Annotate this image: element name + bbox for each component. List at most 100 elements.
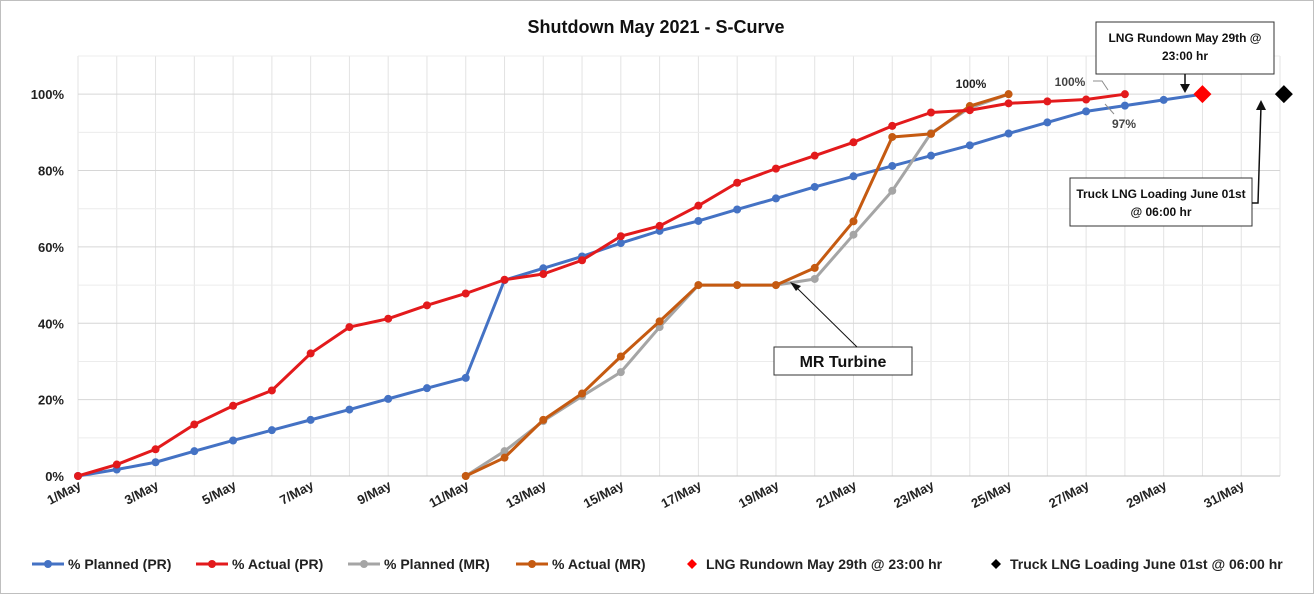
y-tick-label: 80% bbox=[38, 164, 64, 179]
data-point-planned-pr bbox=[190, 447, 199, 456]
data-point-actual-mr bbox=[461, 472, 470, 480]
legend-swatch-dot bbox=[44, 560, 52, 568]
data-point-planned-pr bbox=[267, 426, 276, 435]
chart-title: Shutdown May 2021 - S-Curve bbox=[527, 17, 784, 37]
legend-swatch-diamond bbox=[991, 559, 1001, 569]
y-tick-label: 40% bbox=[38, 316, 64, 331]
data-point-actual-mr bbox=[810, 263, 819, 272]
data-point-actual-pr bbox=[578, 256, 587, 265]
annotations: 100% 100% 97% LNG Rundown May 29th @ 23:… bbox=[773, 21, 1275, 376]
data-point-actual-pr bbox=[267, 386, 276, 395]
data-point-planned-pr bbox=[849, 172, 858, 181]
legend-swatch-dot bbox=[208, 560, 216, 568]
data-point-planned-pr bbox=[1120, 101, 1129, 110]
data-point-actual-mr bbox=[539, 415, 548, 424]
data-point-actual-pr bbox=[151, 445, 160, 454]
legend-swatch-diamond bbox=[687, 559, 697, 569]
y-tick-label: 20% bbox=[38, 393, 64, 408]
legend-label: Truck LNG Loading June 01st @ 06:00 hr bbox=[1010, 556, 1283, 572]
truck-callout-arrowhead bbox=[1256, 100, 1266, 110]
lng-rundown-marker bbox=[1193, 85, 1212, 104]
data-point-planned-pr bbox=[927, 151, 936, 160]
data-point-actual-pr bbox=[345, 323, 354, 332]
mr-turbine-label: MR Turbine bbox=[800, 354, 887, 371]
data-point-actual-mr bbox=[578, 389, 587, 398]
data-point-actual-mr bbox=[927, 129, 936, 138]
data-point-actual-pr bbox=[112, 460, 121, 469]
truck-callout-line1: Truck LNG Loading June 01st bbox=[1076, 187, 1245, 201]
series-line-actual-pr bbox=[77, 92, 1126, 478]
data-point-actual-pr bbox=[810, 151, 819, 160]
data-point-planned-pr bbox=[888, 161, 897, 170]
data-point-planned-pr bbox=[422, 384, 431, 393]
truck-loading-callout bbox=[1069, 177, 1253, 227]
data-point-actual-pr bbox=[771, 164, 780, 173]
lng-callout-line1: LNG Rundown May 29th @ bbox=[1108, 31, 1261, 45]
data-point-planned-pr bbox=[1082, 107, 1091, 116]
data-point-planned-mr bbox=[810, 274, 819, 283]
data-point-actual-pr bbox=[384, 314, 393, 323]
data-point-actual-pr bbox=[190, 420, 199, 429]
data-point-actual-pr bbox=[888, 121, 897, 130]
data-point-planned-pr bbox=[151, 458, 160, 467]
data-point-actual-mr bbox=[771, 281, 780, 290]
data-point-planned-pr bbox=[1004, 129, 1013, 138]
data-point-actual-pr bbox=[500, 275, 509, 284]
mr-turbine-callout bbox=[773, 346, 913, 376]
data-point-actual-pr bbox=[74, 472, 82, 480]
data-point-planned-pr bbox=[229, 436, 238, 445]
legend: % Planned (PR) % Actual (PR) % Planned (MR… bbox=[32, 556, 1283, 572]
data-point-planned-pr bbox=[694, 216, 703, 225]
data-point-actual-mr bbox=[655, 317, 664, 326]
data-point-actual-pr bbox=[927, 108, 936, 117]
data-point-planned-mr bbox=[500, 447, 509, 456]
y-axis: 0% 20% 40% 60% 80% 100% bbox=[31, 87, 65, 484]
data-point-planned-pr bbox=[384, 394, 393, 403]
pr-planned-leader bbox=[1104, 103, 1115, 115]
legend-label: % Planned (PR) bbox=[68, 556, 171, 572]
data-point-actual-pr bbox=[694, 201, 703, 210]
truck-loading-marker bbox=[1274, 85, 1293, 104]
data-point-planned-mr bbox=[888, 186, 897, 195]
mr-turbine-arrowhead bbox=[790, 282, 801, 291]
data-point-actual-mr bbox=[733, 281, 742, 290]
data-point-actual-pr bbox=[849, 138, 858, 147]
data-point-planned-pr bbox=[1043, 118, 1052, 127]
data-point-planned-pr bbox=[810, 182, 819, 191]
pr-actual-final-label: 100% bbox=[1055, 75, 1086, 89]
mr-final-label: 100% bbox=[956, 77, 987, 91]
data-point-actual-pr bbox=[733, 178, 742, 187]
data-point-planned-pr bbox=[306, 415, 315, 424]
truck-callout-line2: @ 06:00 hr bbox=[1130, 205, 1191, 219]
mr-turbine-arrow bbox=[796, 287, 858, 348]
legend-label: % Actual (MR) bbox=[552, 556, 646, 572]
data-point-planned-pr bbox=[539, 264, 548, 273]
data-point-actual-pr bbox=[229, 401, 238, 410]
y-tick-label: 60% bbox=[38, 240, 64, 255]
legend-swatch-dot bbox=[360, 560, 368, 568]
data-point-planned-pr bbox=[461, 373, 470, 382]
legend-label: LNG Rundown May 29th @ 23:00 hr bbox=[706, 556, 943, 572]
pr-planned-label: 97% bbox=[1112, 117, 1136, 131]
data-point-planned-pr bbox=[616, 239, 625, 248]
data-point-actual-pr bbox=[1082, 95, 1091, 104]
data-point-actual-pr bbox=[965, 106, 974, 115]
data-point-planned-pr bbox=[771, 194, 780, 203]
series-line-planned-pr bbox=[77, 92, 1203, 478]
legend-swatch-dot bbox=[528, 560, 536, 568]
data-point-actual-pr bbox=[1043, 97, 1052, 106]
data-point-planned-mr bbox=[849, 230, 858, 239]
series-group bbox=[74, 85, 1293, 480]
data-point-planned-pr bbox=[965, 141, 974, 150]
data-point-actual-mr bbox=[500, 453, 509, 462]
data-point-actual-pr bbox=[461, 289, 470, 298]
data-point-planned-pr bbox=[345, 405, 354, 414]
data-point-actual-pr bbox=[1004, 99, 1013, 108]
data-point-actual-pr bbox=[1120, 90, 1129, 99]
data-point-actual-mr bbox=[888, 132, 897, 141]
legend-label: % Planned (MR) bbox=[384, 556, 490, 572]
y-tick-label: 100% bbox=[31, 87, 65, 102]
data-point-planned-pr bbox=[733, 205, 742, 214]
pr-actual-leader bbox=[1093, 80, 1109, 91]
